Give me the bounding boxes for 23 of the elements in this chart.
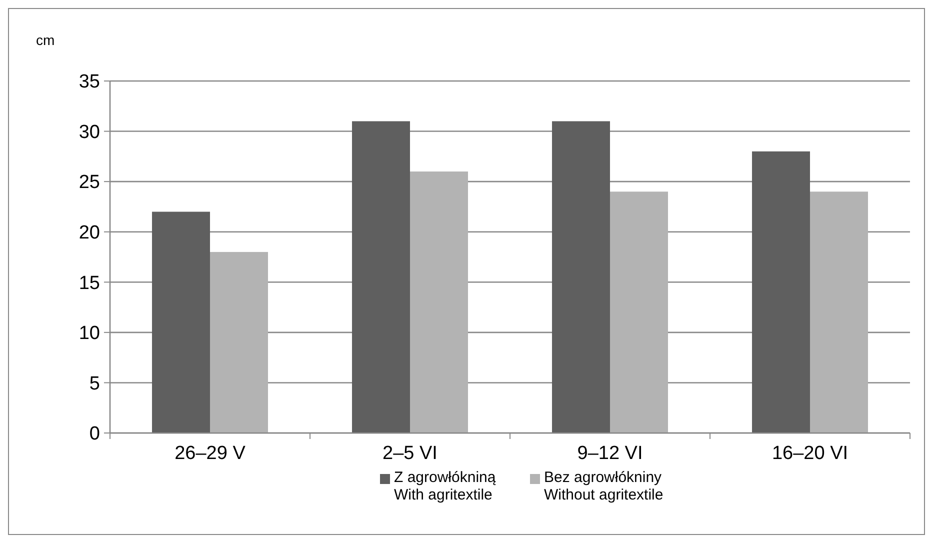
y-tick-label: 15: [78, 272, 100, 294]
bar: [410, 172, 468, 433]
bar: [210, 252, 268, 433]
y-tick-label: 25: [78, 172, 100, 194]
bar: [352, 121, 410, 433]
x-tick-label: 16–20 VI: [772, 443, 848, 464]
bar: [152, 212, 210, 433]
bar: [752, 151, 810, 433]
y-tick-label: 0: [89, 424, 100, 445]
y-axis-title: cm: [36, 32, 55, 48]
bar: [810, 192, 868, 433]
x-tick-label: 9–12 VI: [577, 443, 643, 464]
y-tick-label: 35: [78, 72, 100, 93]
x-tick-label: 26–29 V: [174, 443, 246, 464]
x-tick-label: 2–5 VI: [382, 443, 438, 464]
y-tick-label: 20: [78, 222, 100, 244]
legend-label: Bez agrowłókniny Without agritextile: [544, 469, 664, 504]
legend-label: Z agrowłókniną With agritextile: [394, 469, 496, 504]
bar: [552, 121, 610, 433]
y-tick-label: 30: [78, 122, 100, 143]
y-tick-label: 10: [78, 323, 100, 344]
bar: [610, 192, 668, 433]
y-tick-label: 5: [89, 373, 100, 394]
